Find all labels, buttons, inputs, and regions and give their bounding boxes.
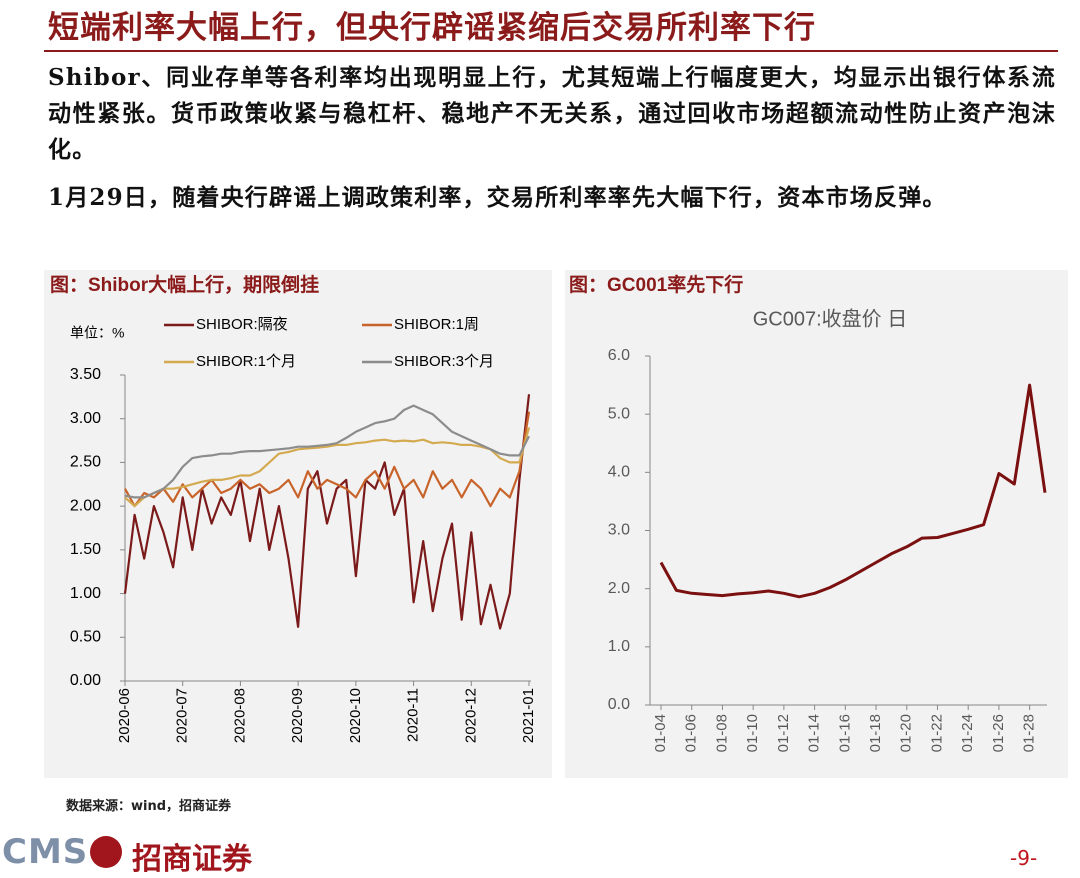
paragraph: Shibor、同业存单等各利率均出现明显上行，尤其短端上行幅度更大，均显示出银行… (48, 64, 1056, 163)
x-tick-label: 01-06 (683, 714, 700, 752)
y-tick-label: 2.50 (70, 454, 101, 471)
page-number: -9- (1010, 846, 1038, 870)
data-line (124, 427, 531, 508)
x-tick-label: 01-10 (744, 714, 761, 752)
x-tick-label: 01-26 (990, 714, 1007, 752)
legend-label: SHIBOR:3个月 (394, 353, 494, 370)
brand-name: 招商证券 (132, 842, 252, 877)
legend-label: SHIBOR:隔夜 (196, 316, 288, 333)
legend-label: SHIBOR:1周 (394, 316, 479, 333)
x-tick-label: 01-18 (867, 714, 884, 752)
x-tick-label: 01-04 (652, 714, 669, 752)
x-tick-label: 2020-11 (405, 688, 422, 742)
y-tick-label: 1.0 (608, 638, 630, 655)
y-tick-label: 1.50 (70, 541, 101, 558)
y-tick-label: 1.00 (70, 585, 101, 602)
data-line (659, 383, 1047, 599)
x-tick-label: 01-08 (713, 714, 730, 752)
x-tick-label: 01-22 (928, 714, 945, 752)
logo-badge (90, 836, 122, 868)
x-tick-label: 01-14 (806, 714, 823, 752)
y-tick-label: 3.00 (70, 410, 101, 427)
slide-title: 短端利率大幅上行，但央行辟谣紧缩后交易所利率下行 (48, 10, 816, 46)
x-tick-label: 01-20 (898, 714, 915, 752)
x-tick-label: 01-24 (959, 714, 976, 752)
paragraph: 1月29日，随着央行辟谣上调政策利率，交易所利率率先大幅下行，资本市场反弹。 (48, 184, 947, 211)
unit-label: 单位：% (70, 325, 124, 341)
y-tick-label: 6.0 (608, 347, 630, 364)
y-tick-label: 2.0 (608, 580, 630, 597)
y-tick-label: 0.50 (70, 629, 101, 646)
y-tick-label: 0.0 (608, 696, 630, 713)
x-tick-label: 01-12 (775, 714, 792, 752)
source-note: 数据来源：wind，招商证券 (66, 799, 232, 814)
logo-text: CMS (2, 832, 89, 872)
data-line (124, 404, 530, 499)
legend-label: SHIBOR:1个月 (196, 353, 296, 370)
data-line (124, 411, 531, 508)
data-line (123, 394, 531, 630)
y-tick-label: 3.0 (608, 522, 630, 539)
x-tick-label: 01-28 (1021, 714, 1038, 752)
y-tick-label: 4.0 (608, 464, 630, 481)
x-tick-label: 01-16 (836, 714, 853, 752)
x-tick-label: 2020-08 (231, 688, 248, 743)
y-tick-label: 3.50 (70, 366, 101, 383)
x-tick-label: 2021-01 (520, 688, 537, 743)
x-tick-label: 2020-09 (289, 688, 306, 743)
x-tick-label: 2020-07 (174, 688, 191, 743)
y-tick-label: 5.0 (608, 405, 630, 422)
y-tick-label: 0.00 (70, 672, 101, 689)
chart-subtitle: GC007:收盘价 日 (753, 307, 907, 330)
panel-title: 图：GC001率先下行 (569, 273, 743, 296)
panel-title: 图：Shibor大幅上行，期限倒挂 (50, 273, 319, 296)
y-tick-label: 2.00 (70, 497, 101, 514)
x-tick-label: 2020-10 (347, 688, 364, 743)
x-tick-label: 2020-12 (462, 688, 479, 743)
title-rule (44, 50, 1058, 52)
x-tick-label: 2020-06 (116, 688, 133, 743)
chart: 图：GC001率先下行 GC007:收盘价 日 0.0 1.0 2.0 3.0 4.0 5.0… (565, 270, 1068, 778)
